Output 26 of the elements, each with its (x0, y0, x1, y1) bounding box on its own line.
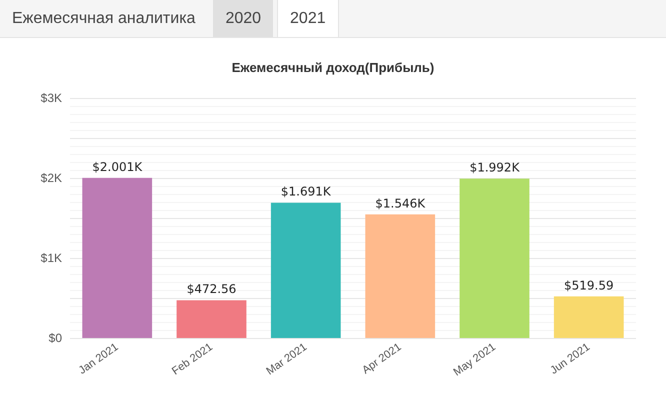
y-tick-label: $0 (48, 331, 62, 345)
bar (82, 178, 152, 338)
chart-title: Ежемесячный доход(Прибыль) (232, 60, 434, 75)
data-label: $472.56 (186, 282, 236, 296)
data-label: $1.992K (470, 160, 521, 175)
bar (176, 300, 246, 338)
y-tick-label: $3K (40, 91, 62, 105)
bar (554, 296, 624, 338)
y-tick-label: $1K (40, 251, 62, 265)
x-tick-label: Jan 2021 (76, 341, 121, 377)
x-tick-label: Jun 2021 (548, 341, 592, 377)
text: 2021 (277, 0, 339, 37)
data-label: $519.59 (564, 278, 614, 292)
bar (270, 202, 341, 338)
bar (365, 214, 436, 338)
data-label: $1.691K (280, 184, 332, 199)
bar (460, 178, 530, 338)
data-label: $2.001K (92, 160, 144, 174)
text: 2020 (213, 0, 274, 37)
data-label: $1.546K (375, 196, 426, 210)
text: Ежемесячная аналитика (11, 9, 196, 29)
y-tick-label: $2K (40, 171, 62, 185)
x-tick-label: Feb 2021 (170, 341, 215, 378)
x-tick-label: Mar 2021 (264, 341, 310, 378)
x-tick-label: May 2021 (451, 341, 498, 379)
x-tick-label: Apr 2021 (360, 341, 404, 377)
